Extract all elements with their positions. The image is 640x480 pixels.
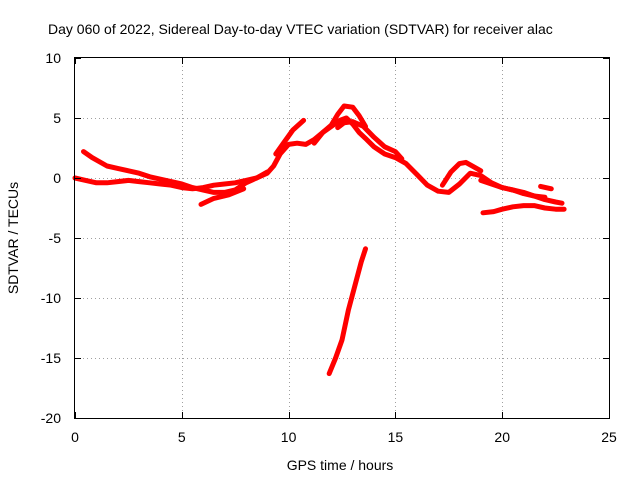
y-tick-label: 0 bbox=[53, 170, 61, 186]
x-tick-label: 25 bbox=[601, 429, 617, 445]
y-tick-label: 5 bbox=[53, 110, 61, 126]
series-layer bbox=[72, 103, 567, 377]
x-axis-label: GPS time / hours bbox=[287, 457, 394, 473]
y-tick-label: -20 bbox=[41, 410, 61, 426]
y-tick-label: -5 bbox=[49, 230, 62, 246]
x-tick-label: 20 bbox=[494, 429, 510, 445]
y-tick-label: -15 bbox=[41, 350, 61, 366]
series-track-9 bbox=[480, 203, 567, 216]
y-tick-label: 10 bbox=[45, 50, 61, 66]
x-tick-label: 5 bbox=[178, 429, 186, 445]
plot-frame bbox=[74, 57, 610, 419]
tick-labels: 0 5 10 15 20 25 -20 -15 -10 -5 0 5 10 bbox=[41, 50, 617, 445]
series-track-7 bbox=[439, 159, 484, 188]
series-track-2 bbox=[81, 149, 270, 195]
x-tick-label: 0 bbox=[71, 429, 79, 445]
x-tick-label: 15 bbox=[388, 429, 404, 445]
chart-title: Day 060 of 2022, Sidereal Day-to-day VTE… bbox=[48, 21, 553, 37]
series-track-11 bbox=[326, 246, 368, 377]
series-track-4 bbox=[273, 117, 307, 157]
series-track-1 bbox=[72, 115, 565, 206]
y-axis-label: SDTVAR / TECUs bbox=[5, 182, 21, 294]
series-track-5 bbox=[311, 103, 368, 146]
x-tick-label: 10 bbox=[281, 429, 297, 445]
series-track-3 bbox=[198, 186, 247, 207]
series-track-6 bbox=[335, 119, 405, 162]
series-track-10 bbox=[538, 183, 554, 192]
series-track-8 bbox=[478, 177, 548, 200]
y-tick-label: -10 bbox=[41, 290, 61, 306]
ticks bbox=[75, 58, 610, 419]
